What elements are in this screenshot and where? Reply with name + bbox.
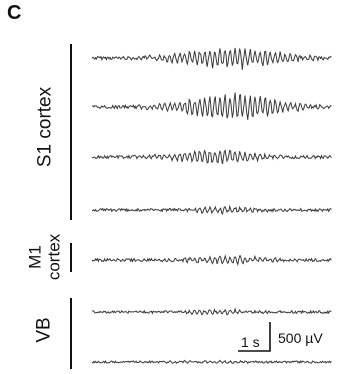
- vb-trace-2: [91, 359, 332, 365]
- scale-bar-time-label: 1 s: [241, 334, 260, 350]
- s1-trace-1: [91, 47, 332, 70]
- scale-bar: [238, 322, 271, 352]
- s1-trace-3: [91, 148, 332, 165]
- region-bar-vb: [70, 298, 72, 369]
- region-bar-s1: [70, 44, 72, 220]
- s1-trace-4: [91, 204, 332, 216]
- scale-bar-voltage-label: 500 µV: [278, 330, 323, 346]
- vb-trace-1: [91, 307, 332, 316]
- s1-trace-2: [91, 92, 332, 120]
- m1-trace-1: [91, 254, 332, 267]
- panel-letter: C: [7, 2, 22, 24]
- region-bar-m1: [70, 243, 72, 272]
